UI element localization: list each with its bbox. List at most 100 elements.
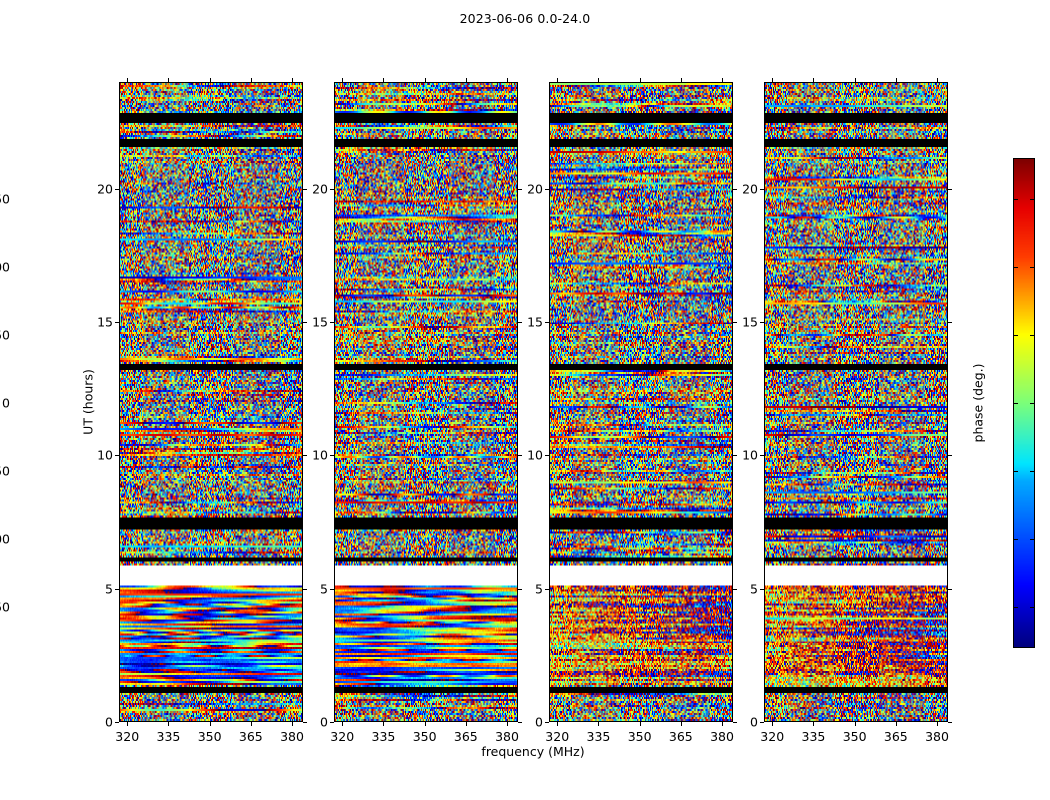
y-tick-mark xyxy=(733,722,737,723)
y-tick-mark xyxy=(545,455,549,457)
colorbar-tick-label: -50 xyxy=(0,463,10,479)
x-tick-mark xyxy=(342,722,344,726)
x-tick-mark xyxy=(854,78,856,82)
y-tick-mark xyxy=(760,455,764,457)
x-tick-label: 380 xyxy=(925,729,949,744)
y-tick-label: 5 xyxy=(535,581,543,597)
x-tick-label: 380 xyxy=(280,729,304,744)
y-tick-label: 20 xyxy=(742,181,758,197)
y-tick-mark xyxy=(948,188,952,190)
x-tick-mark xyxy=(722,722,723,726)
x-tick-mark xyxy=(598,78,600,82)
colorbar-tick-mark xyxy=(1013,334,1018,336)
x-tick-mark xyxy=(209,722,211,726)
y-tick-label: 0 xyxy=(750,714,758,730)
colorbar-tick-label: -150 xyxy=(0,599,10,615)
y-tick-mark xyxy=(303,722,307,723)
heatmap-panel-xx[interactable]: XX, V11*V15=EA26*EA28 xyxy=(119,82,303,722)
x-tick-mark xyxy=(424,78,426,82)
x-tick-label: 365 xyxy=(238,729,263,744)
colorbar-tick-mark xyxy=(1013,471,1018,473)
y-tick-mark xyxy=(115,722,119,723)
x-tick-mark xyxy=(465,722,467,726)
y-tick-label: 15 xyxy=(742,314,758,330)
y-tick-label: 0 xyxy=(105,714,113,730)
colorbar-tick-mark xyxy=(1030,607,1035,609)
y-axis-label: UT (hours) xyxy=(80,369,96,435)
phase-image-yy xyxy=(335,83,517,721)
y-tick-mark xyxy=(518,188,522,190)
y-tick-mark xyxy=(760,322,764,323)
heatmap-panel-yx[interactable]: YX, V11*V15=EA26*EA28 xyxy=(764,82,948,722)
x-tick-mark xyxy=(507,722,508,726)
x-tick-label: 365 xyxy=(453,729,478,744)
y-tick-mark xyxy=(303,322,307,323)
phase-image-yx xyxy=(765,83,947,721)
y-tick-label: 20 xyxy=(97,181,113,197)
y-tick-mark xyxy=(948,722,952,723)
y-tick-mark xyxy=(115,455,119,457)
colorbar-tick-label: 100 xyxy=(0,259,10,275)
y-tick-label: 10 xyxy=(742,447,758,463)
x-tick-mark xyxy=(937,78,938,82)
colorbar-tick-label: 50 xyxy=(0,327,10,343)
colorbar-tick-label: 150 xyxy=(0,191,10,207)
x-tick-mark xyxy=(813,78,815,82)
x-tick-mark xyxy=(383,78,385,82)
y-tick-mark xyxy=(733,588,737,590)
colorbar-tick-label: -100 xyxy=(0,531,10,547)
x-tick-mark xyxy=(680,78,682,82)
x-tick-label: 335 xyxy=(156,729,181,744)
y-tick-mark xyxy=(948,455,952,457)
x-tick-mark xyxy=(722,78,723,82)
x-tick-mark xyxy=(557,722,559,726)
y-tick-label: 5 xyxy=(320,581,328,597)
y-tick-mark xyxy=(948,588,952,590)
x-tick-mark xyxy=(127,722,129,726)
y-tick-mark xyxy=(330,722,334,723)
colorbar-tick-mark xyxy=(1030,266,1035,268)
y-tick-mark xyxy=(115,188,119,190)
colorbar-tick-mark xyxy=(1030,471,1035,473)
y-tick-mark xyxy=(733,188,737,190)
colorbar-tick-mark xyxy=(1013,198,1018,200)
colorbar-tick-mark xyxy=(1030,334,1035,336)
y-tick-mark xyxy=(330,588,334,590)
y-tick-label: 0 xyxy=(535,714,543,730)
heatmap-panel-yy[interactable]: YY, V11*V15=EA26*EA28 xyxy=(334,82,518,722)
x-tick-mark xyxy=(127,78,129,82)
y-tick-mark xyxy=(948,322,952,323)
x-tick-mark xyxy=(639,722,641,726)
x-tick-mark xyxy=(465,78,467,82)
x-tick-label: 320 xyxy=(545,729,570,744)
y-tick-mark xyxy=(733,322,737,323)
colorbar-tick-mark xyxy=(1013,539,1018,541)
y-tick-label: 15 xyxy=(312,314,328,330)
y-tick-mark xyxy=(760,588,764,590)
x-tick-label: 335 xyxy=(586,729,611,744)
y-tick-mark xyxy=(115,322,119,323)
x-tick-label: 350 xyxy=(412,729,437,744)
y-tick-mark xyxy=(303,455,307,457)
x-tick-label: 335 xyxy=(371,729,396,744)
phase-image-xx xyxy=(120,83,302,721)
y-tick-mark xyxy=(330,188,334,190)
x-tick-mark xyxy=(168,78,170,82)
x-tick-label: 320 xyxy=(760,729,785,744)
y-tick-mark xyxy=(303,588,307,590)
figure-suptitle: 2023-06-06 0.0-24.0 xyxy=(459,11,591,26)
colorbar-tick-mark xyxy=(1013,266,1018,268)
y-tick-mark xyxy=(733,455,737,457)
colorbar-gradient xyxy=(1014,159,1034,647)
y-tick-label: 10 xyxy=(97,447,113,463)
x-tick-mark xyxy=(557,78,559,82)
y-tick-label: 5 xyxy=(750,581,758,597)
y-tick-mark xyxy=(760,722,764,723)
y-tick-mark xyxy=(330,455,334,457)
x-tick-label: 350 xyxy=(627,729,652,744)
heatmap-panel-xy[interactable]: XY, V11*V15=EA26*EA28 xyxy=(549,82,733,722)
x-tick-mark xyxy=(250,722,252,726)
y-tick-mark xyxy=(518,588,522,590)
x-tick-mark xyxy=(772,78,774,82)
x-tick-mark xyxy=(292,78,293,82)
